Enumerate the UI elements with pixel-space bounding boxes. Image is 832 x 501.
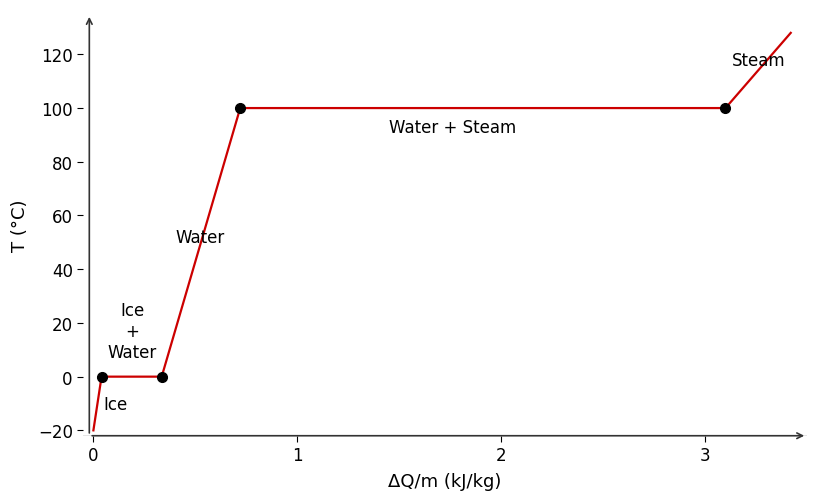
Text: Ice
+
Water: Ice + Water: [107, 302, 157, 361]
Text: Water + Steam: Water + Steam: [389, 119, 517, 137]
Text: Steam: Steam: [731, 52, 785, 70]
X-axis label: ΔQ/m (kJ/kg): ΔQ/m (kJ/kg): [389, 472, 502, 490]
Text: Water: Water: [175, 228, 224, 246]
Text: Ice: Ice: [104, 395, 128, 413]
Y-axis label: T (°C): T (°C): [12, 199, 29, 252]
